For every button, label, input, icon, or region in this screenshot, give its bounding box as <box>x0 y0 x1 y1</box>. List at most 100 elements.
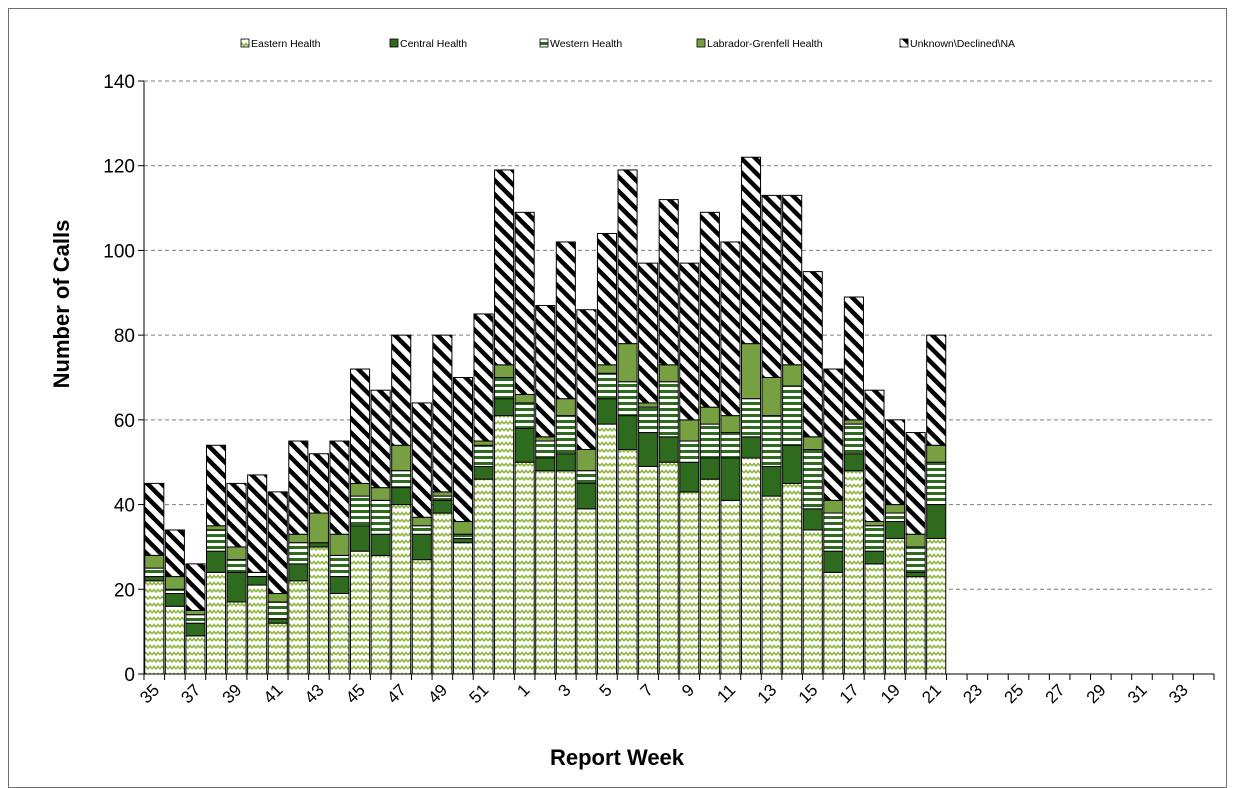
bar-segment <box>782 194 803 366</box>
bar-segment <box>164 605 185 675</box>
legend-label-eastern: Eastern Health <box>251 38 321 50</box>
bar-segment <box>514 427 535 463</box>
bar-segment <box>494 415 515 675</box>
bar-segment <box>185 563 206 611</box>
legend-label-western: Western Health <box>550 38 622 50</box>
bar-segment <box>329 576 350 595</box>
bar-segment <box>885 537 906 675</box>
bar-segment <box>617 381 638 417</box>
x-tick-labels: 35 37 39 41 43 45 47 49 51 1 3 5 7 9 11 13 15 17 19 21 23 25 2… <box>136 680 1192 707</box>
bar-segment <box>926 537 947 675</box>
bar-segment <box>164 588 185 595</box>
bar-segment <box>288 533 309 544</box>
bar-segment <box>267 618 288 624</box>
x-tick-label: 49 <box>424 680 451 707</box>
bar-segment <box>226 571 247 603</box>
bar-segment <box>885 521 906 539</box>
x-tick-label: 45 <box>342 680 369 707</box>
bar-segment <box>885 504 906 514</box>
bar-segment <box>267 622 288 675</box>
bar-segment <box>679 461 700 493</box>
bar-segment <box>452 521 473 535</box>
bar-segment <box>555 241 576 400</box>
bar-segment <box>679 440 700 463</box>
bar-segment <box>288 563 309 582</box>
bar-segment <box>288 440 309 535</box>
bar-segment <box>699 478 720 675</box>
bar-segment <box>823 499 844 514</box>
bar-segment <box>494 364 515 378</box>
bar-segment <box>514 402 535 429</box>
bar-segment <box>391 334 412 446</box>
bar-segment <box>144 482 165 556</box>
bar-segment <box>452 542 473 675</box>
bar-segment <box>823 368 844 501</box>
bar-segment <box>720 241 741 417</box>
bar-segment <box>185 622 206 637</box>
bar-segment <box>350 550 371 675</box>
bar-segment <box>514 211 535 395</box>
legend-item-eastern: Eastern Health <box>240 38 321 50</box>
bar-segment <box>555 453 576 472</box>
x-tick-label: 27 <box>1042 680 1069 707</box>
bar-segment <box>782 444 803 484</box>
bar-segment <box>164 529 185 578</box>
bar-segment <box>370 554 391 675</box>
x-tick-label: 51 <box>466 680 493 707</box>
bar-segment <box>638 432 659 467</box>
bar-segment <box>679 262 700 421</box>
x-tick-label: 13 <box>754 680 781 707</box>
bar-segment <box>576 482 597 510</box>
bar-segment <box>473 440 494 446</box>
bar-segment <box>905 571 926 578</box>
bar-segment <box>679 491 700 675</box>
bar-segment <box>391 504 412 675</box>
bar-segment <box>658 381 679 438</box>
bar-segment <box>720 457 741 501</box>
bar-segment <box>740 156 762 345</box>
bar-segment <box>576 449 597 472</box>
bar-segment <box>535 457 556 472</box>
bar-segment <box>576 309 597 451</box>
bar-segment <box>782 364 803 387</box>
x-tick-label: 19 <box>877 680 904 707</box>
bar-segment <box>864 521 885 527</box>
bar-segment <box>720 415 741 434</box>
x-tick-label: 47 <box>383 680 410 707</box>
bar-segment <box>679 419 700 442</box>
bar-segment <box>740 343 762 400</box>
bar-segment <box>699 211 720 408</box>
bar-segment <box>452 377 473 523</box>
x-tick-label: 41 <box>260 680 287 707</box>
bar-segment <box>494 398 515 417</box>
y-tick-label: 0 <box>124 665 135 686</box>
bar-segment <box>638 402 659 408</box>
bar-segment <box>226 482 247 548</box>
bar-segment <box>308 542 329 548</box>
x-tick-label: 43 <box>301 680 328 707</box>
bar-segment <box>226 601 247 675</box>
bar-segment <box>555 470 576 675</box>
bar-segment <box>782 482 803 675</box>
axes <box>138 80 1215 680</box>
x-tick-label: 39 <box>219 680 246 707</box>
bar-segment <box>617 449 638 675</box>
bar-segment <box>350 482 371 497</box>
bar-segment <box>329 554 350 578</box>
x-tick-label: 35 <box>136 680 163 707</box>
legend: Eastern Health Central Health Western He… <box>240 38 1015 50</box>
bar-segment <box>926 334 947 446</box>
legend-item-western: Western Health <box>539 38 622 50</box>
bar-segment <box>885 419 906 506</box>
legend-item-labrador-grenfell: Labrador-Grenfell Health <box>696 38 823 50</box>
bar-segment <box>596 423 618 675</box>
y-tick-label: 20 <box>114 580 135 601</box>
bar-segment <box>802 529 823 675</box>
bar-segment <box>370 533 391 556</box>
bar-segment <box>761 415 782 467</box>
y-tick-label: 80 <box>114 326 135 347</box>
x-tick-label: 29 <box>1083 680 1110 707</box>
bar-segment <box>226 546 247 561</box>
bar-segment <box>699 406 720 425</box>
bar-segment <box>267 601 288 620</box>
